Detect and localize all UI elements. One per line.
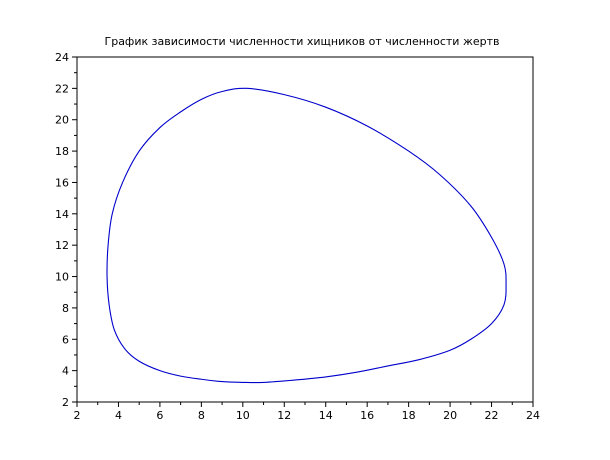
x-tick-label: 8 (198, 409, 205, 422)
x-tick-label: 22 (485, 409, 499, 422)
y-tick-label: 10 (55, 271, 69, 284)
x-tick-label: 6 (156, 409, 163, 422)
x-tick-label: 24 (526, 409, 540, 422)
plot-frame (76, 56, 534, 403)
y-tick-label: 22 (55, 82, 69, 95)
x-tick-label: 12 (277, 409, 291, 422)
x-tick-label: 4 (115, 409, 122, 422)
x-tick-label: 20 (443, 409, 457, 422)
x-tick-label: 10 (236, 409, 250, 422)
x-tick-label: 18 (402, 409, 416, 422)
y-tick-label: 6 (62, 333, 69, 346)
y-tick-label: 12 (55, 239, 69, 252)
y-tick-label: 16 (55, 176, 69, 189)
y-tick-label: 14 (55, 208, 69, 221)
y-tick-label: 18 (55, 145, 69, 158)
y-tick-label: 2 (62, 396, 69, 409)
x-tick-label: 2 (74, 409, 81, 422)
chart-title: График зависимости численности хищников … (105, 35, 500, 48)
x-tick-label: 16 (360, 409, 374, 422)
y-tick-label: 20 (55, 114, 69, 127)
y-tick-label: 24 (55, 51, 69, 64)
y-tick-label: 4 (62, 365, 69, 378)
series-line-0 (106, 87, 507, 384)
y-tick-label: 8 (62, 302, 69, 315)
series-layer (106, 87, 507, 384)
x-tick-label: 14 (319, 409, 333, 422)
